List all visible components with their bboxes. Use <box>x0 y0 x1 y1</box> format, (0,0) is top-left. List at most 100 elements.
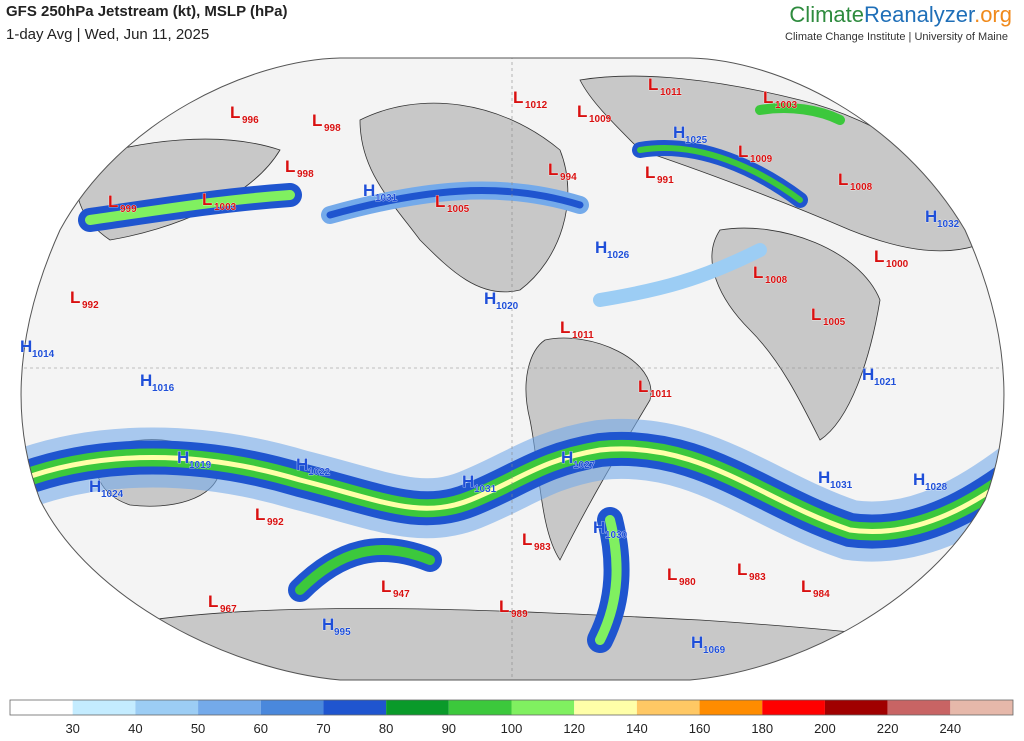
colorbar-swatch <box>511 700 575 715</box>
center-letter: L <box>577 102 587 121</box>
colorbar-swatch <box>10 700 73 715</box>
center-letter: L <box>202 190 212 209</box>
center-value: 1003 <box>775 100 798 111</box>
colorbar-swatch <box>72 700 136 715</box>
center-value: 989 <box>511 609 528 620</box>
center-value: 1031 <box>474 484 497 495</box>
center-letter: H <box>818 468 830 487</box>
center-letter: L <box>667 565 677 584</box>
center-letter: H <box>140 371 152 390</box>
center-value: 1024 <box>101 489 124 500</box>
center-value: 1000 <box>886 259 909 270</box>
center-letter: L <box>230 103 240 122</box>
colorbar-swatch <box>950 700 1013 715</box>
center-letter: L <box>811 305 821 324</box>
globe-outline <box>20 57 1005 681</box>
center-letter: L <box>548 160 558 179</box>
colorbar-swatch <box>887 700 951 715</box>
center-letter: L <box>738 142 748 161</box>
colorbar-swatch <box>699 700 763 715</box>
center-letter: H <box>322 615 334 634</box>
center-letter: H <box>484 289 496 308</box>
center-value: 984 <box>813 589 830 600</box>
center-letter: L <box>560 318 570 337</box>
center-letter: H <box>691 633 703 652</box>
tagline: Climate Change Institute | University of… <box>785 31 1008 43</box>
center-value: 1069 <box>703 645 726 656</box>
colorbar-label: 240 <box>939 721 961 736</box>
center-value: 1011 <box>572 330 594 341</box>
colorbar-label: 70 <box>316 721 330 736</box>
center-letter: H <box>913 470 925 489</box>
colorbar-label: 90 <box>442 721 456 736</box>
center-letter: L <box>648 75 658 94</box>
center-letter: H <box>296 455 308 474</box>
center-value: 991 <box>657 175 674 186</box>
center-letter: L <box>70 288 80 307</box>
colorbar-label: 140 <box>626 721 648 736</box>
center-letter: L <box>801 577 811 596</box>
colorbar-label: 80 <box>379 721 393 736</box>
colorbar-swatch <box>323 700 387 715</box>
center-value: 1021 <box>874 377 897 388</box>
center-value: 998 <box>297 169 314 180</box>
center-value: 999 <box>120 204 137 215</box>
center-letter: H <box>89 477 101 496</box>
colorbar-label: 100 <box>501 721 523 736</box>
center-letter: H <box>673 123 685 142</box>
center-value: 1012 <box>525 100 548 111</box>
subtitle: 1-day Avg | Wed, Jun 11, 2025 <box>6 26 209 43</box>
colorbar-label: 40 <box>128 721 142 736</box>
center-value: 1030 <box>605 530 628 541</box>
center-value: 983 <box>534 542 551 553</box>
brand-part: .org <box>974 2 1012 27</box>
center-value: 992 <box>267 517 284 528</box>
center-letter: L <box>513 88 523 107</box>
center-value: 967 <box>220 604 237 615</box>
colorbar-label: 220 <box>877 721 899 736</box>
center-value: 998 <box>324 123 341 134</box>
center-value: 1031 <box>375 193 398 204</box>
center-value: 1011 <box>650 389 672 400</box>
center-letter: L <box>753 263 763 282</box>
center-letter: L <box>737 560 747 579</box>
colorbar-label: 180 <box>751 721 773 736</box>
center-value: 1028 <box>925 482 948 493</box>
center-value: 995 <box>334 627 351 638</box>
center-value: 1019 <box>189 460 212 471</box>
center-value: 1022 <box>308 467 331 478</box>
center-letter: H <box>363 181 375 200</box>
center-value: 994 <box>560 172 577 183</box>
center-letter: L <box>381 577 391 596</box>
center-letter: H <box>925 207 937 226</box>
center-letter: L <box>285 157 295 176</box>
center-letter: L <box>874 247 884 266</box>
brand-part: Reanalyzer <box>864 2 975 27</box>
center-letter: H <box>593 518 605 537</box>
center-value: 1011 <box>660 87 682 98</box>
center-letter: L <box>522 530 532 549</box>
center-value: 1020 <box>496 301 519 312</box>
center-value: 1008 <box>850 182 873 193</box>
center-letter: L <box>208 592 218 611</box>
center-value: 1031 <box>830 480 853 491</box>
map <box>21 58 1004 680</box>
colorbar-swatch <box>260 700 324 715</box>
colorbar-swatch <box>636 700 700 715</box>
colorbar-label: 120 <box>563 721 585 736</box>
center-value: 1032 <box>937 219 960 230</box>
center-value: 947 <box>393 589 410 600</box>
center-letter: H <box>20 337 32 356</box>
center-value: 1009 <box>589 114 612 125</box>
center-letter: L <box>638 377 648 396</box>
colorbar-swatch <box>135 700 199 715</box>
center-letter: H <box>595 238 607 257</box>
center-letter: L <box>645 163 655 182</box>
jet-bands <box>21 103 1004 653</box>
center-value: 1005 <box>823 317 846 328</box>
center-value: 1016 <box>152 383 175 394</box>
center-letter: H <box>177 448 189 467</box>
colorbar-swatch <box>198 700 261 715</box>
